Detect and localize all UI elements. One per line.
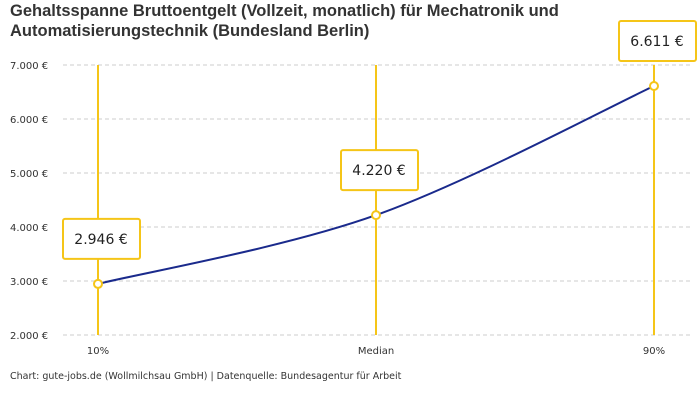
- chart-title: Gehaltsspanne Bruttoentgelt (Vollzeit, m…: [10, 2, 559, 40]
- data-label-box: [618, 20, 697, 63]
- y-tick-label: 4.000 €: [10, 223, 48, 234]
- data-point: [371, 210, 381, 221]
- data-point: [93, 278, 103, 289]
- x-tick-label: 90%: [643, 346, 665, 357]
- data-label-box: [62, 217, 141, 260]
- x-tick-label: Median: [358, 346, 394, 357]
- data-label: 6.611 €: [630, 34, 683, 50]
- y-tick-label: 3.000 €: [10, 277, 48, 288]
- y-tick-label: 6.000 €: [10, 115, 48, 126]
- y-tick-label: 5.000 €: [10, 169, 48, 180]
- y-tick-label: 7.000 €: [10, 61, 48, 72]
- data-label-box: [340, 149, 419, 192]
- data-label: 4.220 €: [352, 163, 405, 179]
- data-point: [649, 81, 659, 92]
- data-label: 2.946 €: [74, 232, 127, 248]
- x-tick-label: 10%: [87, 346, 109, 357]
- chart-footer: Chart: gute-jobs.de (Wollmilchsau GmbH) …: [10, 371, 402, 382]
- y-tick-label: 2.000 €: [10, 331, 48, 342]
